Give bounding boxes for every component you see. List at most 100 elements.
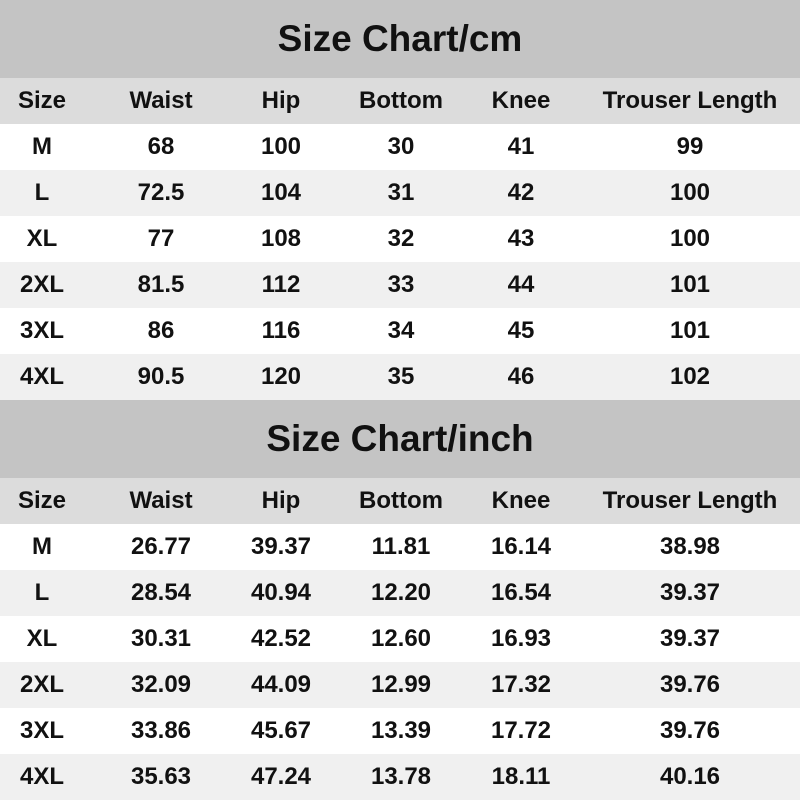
table-cell: 40.94 xyxy=(250,579,312,606)
table-cell: 44.09 xyxy=(250,671,312,698)
table-cell: 39.37 xyxy=(659,625,721,652)
table-cell: 46 xyxy=(507,363,535,390)
table-title: Size Chart/inch xyxy=(0,400,800,478)
table-cell: L xyxy=(34,179,50,206)
table-title: Size Chart/cm xyxy=(0,0,800,78)
table-cell: 16.54 xyxy=(490,579,552,606)
table-cell: 42.52 xyxy=(250,625,312,652)
table-cell: 13.39 xyxy=(370,717,432,744)
table-row: 3XL 86 116 34 45 101 xyxy=(0,308,800,354)
table-cell: 34 xyxy=(387,317,415,344)
table-cell: 16.93 xyxy=(490,625,552,652)
table-cell: 2XL xyxy=(19,671,64,698)
column-header: Waist xyxy=(129,487,193,514)
table-cell: 18.11 xyxy=(491,763,551,790)
column-header: Size xyxy=(17,87,67,114)
table-row: 2XL 32.09 44.09 12.99 17.32 39.76 xyxy=(0,662,800,708)
table-cell: 4XL xyxy=(19,363,64,390)
table-cell: 81.5 xyxy=(137,271,185,298)
table-cell: 72.5 xyxy=(137,179,185,206)
table-cell: 47.24 xyxy=(250,763,312,790)
table-cell: 100 xyxy=(669,225,711,252)
column-header: Bottom xyxy=(359,487,443,514)
column-header: Hip xyxy=(261,487,301,514)
table-cell: 33.86 xyxy=(130,717,192,744)
table-cell: 30.31 xyxy=(130,625,192,652)
table-cell: 40.16 xyxy=(659,763,721,790)
table-cell: XL xyxy=(26,225,58,252)
header-row: Size Waist Hip Bottom Knee Trouser Length xyxy=(0,478,800,524)
table-cell: 100 xyxy=(669,179,711,206)
table-cell: 39.76 xyxy=(659,671,721,698)
table-cell: L xyxy=(34,579,50,606)
table-cell: 101 xyxy=(669,271,711,298)
table-cell: 30 xyxy=(387,133,415,160)
table-cell: 2XL xyxy=(19,271,64,298)
table-cell: 28.54 xyxy=(130,579,192,606)
table-cell: 3XL xyxy=(19,317,64,344)
table-cell: 101 xyxy=(669,317,711,344)
table-cell: 77 xyxy=(147,225,175,252)
column-header: Size xyxy=(17,487,67,514)
table-cell: 12.20 xyxy=(370,579,432,606)
table-cell: 100 xyxy=(260,133,302,160)
table-cell: 68 xyxy=(147,133,175,160)
table-cell: 31 xyxy=(387,179,415,206)
table-cell: 45.67 xyxy=(250,717,312,744)
size-chart-cm: Size Chart/cm Size Waist Hip Bottom Knee Trous… xyxy=(0,0,800,400)
table-row: M 68 100 30 41 99 xyxy=(0,124,800,170)
header-row: Size Waist Hip Bottom Knee Trouser Length xyxy=(0,78,800,124)
size-chart-inch: Size Chart/inch Size Waist Hip Bottom Knee Tro… xyxy=(0,400,800,800)
table-cell: 17.72 xyxy=(490,717,552,744)
table-cell: 99 xyxy=(676,133,704,160)
table-cell: M xyxy=(32,133,52,160)
table-cell: 32 xyxy=(387,225,415,252)
table-row: 4XL 35.63 47.24 13.78 18.11 40.16 xyxy=(0,754,800,800)
column-header: Trouser Length xyxy=(602,487,778,514)
table-cell: 39.37 xyxy=(659,579,721,606)
table-cell: 32.09 xyxy=(130,671,192,698)
table-cell: XL xyxy=(26,625,58,652)
table-cell: 43 xyxy=(507,225,535,252)
table-cell: 39.76 xyxy=(659,717,721,744)
table-row: L 28.54 40.94 12.20 16.54 39.37 xyxy=(0,570,800,616)
table-cell: 102 xyxy=(669,363,711,390)
column-header: Bottom xyxy=(359,87,443,114)
table-cell: 26.77 xyxy=(130,533,192,560)
table-cell: 11.81 xyxy=(371,533,431,560)
table-row: XL 77 108 32 43 100 xyxy=(0,216,800,262)
table-row: 2XL 81.5 112 33 44 101 xyxy=(0,262,800,308)
table-cell: 41 xyxy=(507,133,535,160)
table-cell: 104 xyxy=(260,179,302,206)
table-cell: 35.63 xyxy=(130,763,192,790)
table-cell: 90.5 xyxy=(137,363,185,390)
table-row: XL 30.31 42.52 12.60 16.93 39.37 xyxy=(0,616,800,662)
table-row: 4XL 90.5 120 35 46 102 xyxy=(0,354,800,400)
column-header: Knee xyxy=(491,87,551,114)
table-cell: 35 xyxy=(387,363,415,390)
table-cell: 108 xyxy=(260,225,302,252)
table-cell: 86 xyxy=(147,317,175,344)
column-header: Waist xyxy=(129,87,193,114)
table-cell: 42 xyxy=(507,179,535,206)
table-cell: 16.14 xyxy=(490,533,552,560)
table-cell: 120 xyxy=(260,363,302,390)
table-cell: 4XL xyxy=(19,763,64,790)
column-header: Knee xyxy=(491,487,551,514)
table-cell: M xyxy=(32,533,52,560)
table-cell: 112 xyxy=(261,271,301,298)
table-cell: 3XL xyxy=(19,717,64,744)
table-cell: 38.98 xyxy=(659,533,721,560)
column-header: Hip xyxy=(261,87,301,114)
table-cell: 45 xyxy=(507,317,535,344)
table-cell: 12.99 xyxy=(370,671,432,698)
table-row: 3XL 33.86 45.67 13.39 17.72 39.76 xyxy=(0,708,800,754)
table-cell: 13.78 xyxy=(370,763,432,790)
table-row: L 72.5 104 31 42 100 xyxy=(0,170,800,216)
table-cell: 33 xyxy=(387,271,415,298)
table-cell: 116 xyxy=(261,317,301,344)
table-cell: 39.37 xyxy=(250,533,312,560)
table-cell: 12.60 xyxy=(370,625,432,652)
column-header: Trouser Length xyxy=(602,87,778,114)
